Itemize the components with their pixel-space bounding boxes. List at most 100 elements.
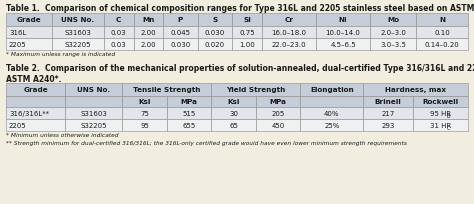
- Bar: [65, 108, 122, 119]
- Text: 316/316L**: 316/316L**: [9, 110, 49, 116]
- Text: S32205: S32205: [65, 42, 91, 48]
- Text: 0.14–0.20: 0.14–0.20: [425, 42, 460, 48]
- Bar: [301, 108, 363, 119]
- Bar: [262, 27, 316, 39]
- Text: 16.0–18.0: 16.0–18.0: [272, 30, 306, 36]
- Bar: [262, 14, 316, 27]
- Text: 0.020: 0.020: [205, 42, 225, 48]
- Text: MPa: MPa: [270, 99, 287, 105]
- Text: ** Strength minimum for dual-certified 316/316L; the 316L-only certified grade w: ** Strength minimum for dual-certified 3…: [6, 140, 407, 145]
- Text: 2205: 2205: [9, 122, 27, 128]
- Text: MPa: MPa: [181, 99, 198, 105]
- Text: Hardness, max: Hardness, max: [385, 87, 446, 93]
- Text: 0.030: 0.030: [170, 42, 191, 48]
- Text: Mo: Mo: [387, 17, 399, 23]
- Text: 293: 293: [382, 122, 395, 128]
- Bar: [164, 39, 198, 51]
- Text: 40%: 40%: [324, 110, 340, 116]
- Text: N: N: [439, 17, 445, 23]
- Bar: [198, 39, 232, 51]
- Bar: [316, 39, 370, 51]
- Bar: [316, 14, 370, 27]
- Text: 1.00: 1.00: [239, 42, 255, 48]
- Text: 0.10: 0.10: [434, 30, 450, 36]
- Text: 205: 205: [272, 110, 285, 116]
- Bar: [104, 39, 134, 51]
- Bar: [301, 119, 363, 131]
- Bar: [232, 27, 262, 39]
- Text: 10.0–14.0: 10.0–14.0: [326, 30, 361, 36]
- Text: UNS No.: UNS No.: [77, 87, 110, 93]
- Text: S31603: S31603: [64, 30, 91, 36]
- Bar: [6, 119, 65, 131]
- Text: 2205: 2205: [9, 42, 27, 48]
- Bar: [363, 96, 413, 108]
- Bar: [65, 96, 122, 108]
- Bar: [413, 108, 468, 119]
- Bar: [413, 119, 468, 131]
- Bar: [370, 27, 417, 39]
- Text: 65: 65: [229, 122, 238, 128]
- Text: C: C: [447, 125, 450, 130]
- Text: Grade: Grade: [23, 87, 48, 93]
- Bar: [134, 27, 164, 39]
- Text: 0.03: 0.03: [111, 30, 127, 36]
- Text: 95: 95: [140, 122, 149, 128]
- Bar: [6, 14, 52, 27]
- Bar: [363, 84, 468, 96]
- Text: Brinell: Brinell: [375, 99, 401, 105]
- Text: S: S: [212, 17, 218, 23]
- Bar: [370, 14, 417, 27]
- Bar: [134, 14, 164, 27]
- Bar: [6, 96, 65, 108]
- Text: Yield Strength: Yield Strength: [226, 87, 286, 93]
- Bar: [256, 108, 301, 119]
- Text: 0.045: 0.045: [171, 30, 191, 36]
- Bar: [52, 39, 104, 51]
- Bar: [232, 14, 262, 27]
- Text: Ni: Ni: [339, 17, 347, 23]
- Bar: [6, 27, 52, 39]
- Bar: [417, 27, 468, 39]
- Text: 2.00: 2.00: [141, 42, 156, 48]
- Text: 4.5–6.5: 4.5–6.5: [330, 42, 356, 48]
- Bar: [370, 39, 417, 51]
- Text: 25%: 25%: [324, 122, 339, 128]
- Text: 0.030: 0.030: [205, 30, 225, 36]
- Text: 655: 655: [182, 122, 196, 128]
- Text: C: C: [116, 17, 121, 23]
- Bar: [301, 84, 363, 96]
- Text: 3.0–3.5: 3.0–3.5: [380, 42, 406, 48]
- Bar: [232, 39, 262, 51]
- Bar: [256, 119, 301, 131]
- Bar: [413, 96, 468, 108]
- Bar: [6, 84, 65, 96]
- Bar: [363, 108, 413, 119]
- Text: * Maximum unless range is indicated: * Maximum unless range is indicated: [6, 52, 115, 57]
- Bar: [256, 96, 301, 108]
- Bar: [167, 96, 211, 108]
- Text: Grade: Grade: [17, 17, 41, 23]
- Bar: [164, 27, 198, 39]
- Bar: [122, 108, 167, 119]
- Bar: [211, 96, 256, 108]
- Bar: [6, 108, 65, 119]
- Text: 2.0–3.0: 2.0–3.0: [380, 30, 406, 36]
- Bar: [122, 119, 167, 131]
- Text: Tensile Strength: Tensile Strength: [133, 87, 201, 93]
- Text: 515: 515: [182, 110, 196, 116]
- Bar: [65, 84, 122, 96]
- Bar: [316, 27, 370, 39]
- Text: Ksi: Ksi: [138, 99, 151, 105]
- Bar: [6, 39, 52, 51]
- Bar: [104, 27, 134, 39]
- Text: UNS No.: UNS No.: [62, 17, 95, 23]
- Text: 316L: 316L: [9, 30, 27, 36]
- Bar: [211, 84, 301, 96]
- Text: Elongation: Elongation: [310, 87, 354, 93]
- Text: 22.0–23.0: 22.0–23.0: [272, 42, 306, 48]
- Bar: [122, 96, 167, 108]
- Text: Table 2.  Comparison of the mechanical properties of solution-annealed, dual-cer: Table 2. Comparison of the mechanical pr…: [6, 64, 474, 84]
- Text: 31 HR: 31 HR: [430, 122, 451, 128]
- Bar: [301, 96, 363, 108]
